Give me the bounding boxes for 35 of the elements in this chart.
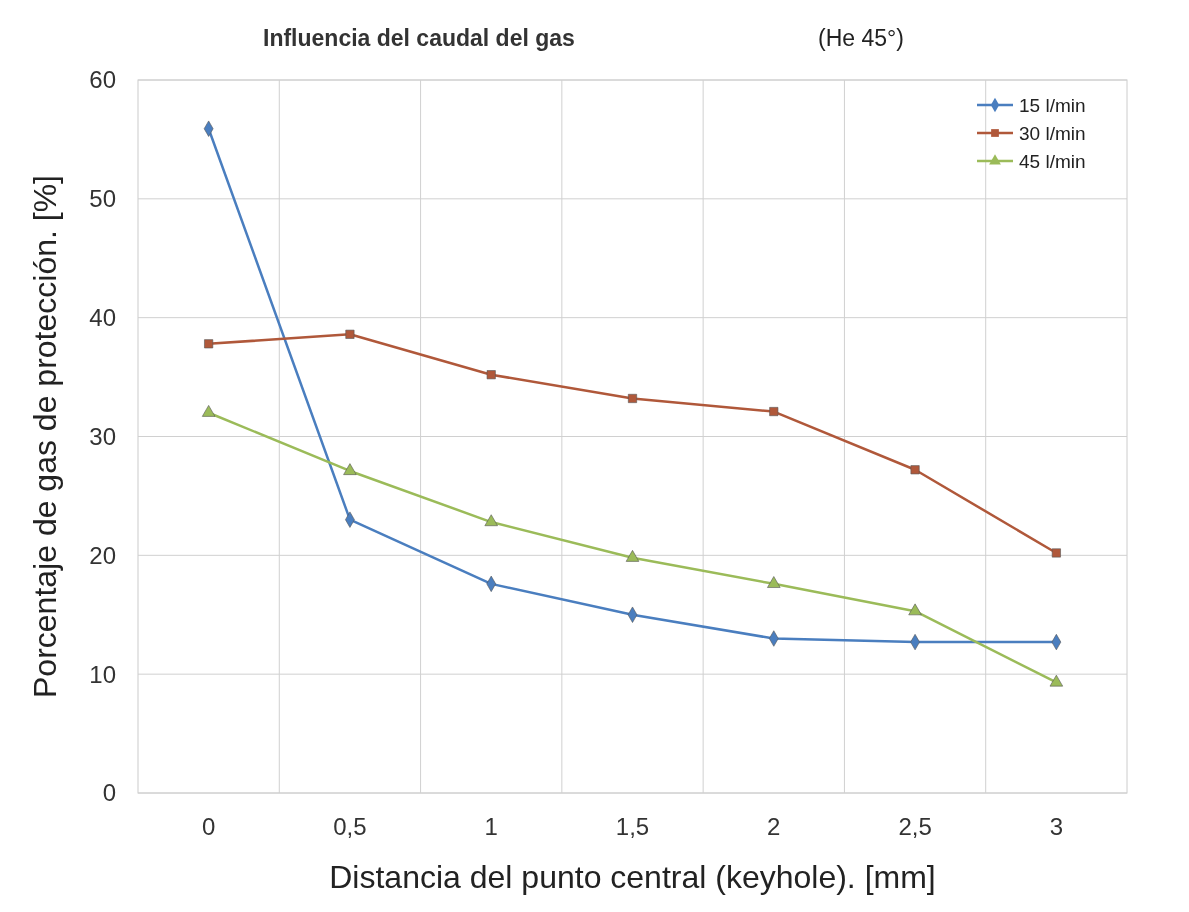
y-tick-label: 60: [89, 66, 116, 94]
point: [201, 405, 216, 417]
y-tick-label: 50: [89, 185, 116, 213]
x-tick-label: 0: [201, 813, 216, 840]
point: [769, 407, 779, 417]
x-axis-title: Distancia del punto central (keyhole). [mm]: [329, 859, 936, 895]
x-tick-label: 2,5: [898, 813, 932, 840]
x-tick-label: 2: [767, 813, 781, 840]
x-tick-label: 0,5: [333, 813, 367, 840]
legend-label: 30 l/min: [1019, 122, 1086, 144]
point: [345, 329, 355, 339]
y-tick-label: 10: [89, 660, 116, 688]
point: [484, 514, 498, 527]
y-tick-label: 30: [89, 422, 116, 450]
legend-label: 45 l/min: [1019, 150, 1086, 172]
point: [1049, 674, 1064, 687]
x-tick-label: 1: [484, 813, 498, 840]
x-tick-label: 3: [1049, 813, 1064, 840]
point: [204, 339, 214, 349]
point: [910, 465, 920, 475]
chart-title: Influencia del caudal del gas: [263, 25, 575, 51]
point: [628, 393, 637, 403]
point: [486, 370, 496, 380]
point: [625, 550, 640, 562]
legend-label: 15 l/min: [1019, 94, 1086, 116]
y-tick-label: 20: [89, 541, 116, 569]
point: [343, 463, 357, 475]
point: [908, 603, 922, 616]
y-axis-title: Porcentaje de gas de protección. [%]: [27, 175, 63, 698]
point: [1051, 548, 1061, 558]
point: [767, 576, 781, 588]
y-tick-label: 40: [89, 304, 116, 332]
y-tick-label: 0: [102, 779, 116, 807]
chart-subtitle: (He 45°): [818, 25, 904, 51]
x-tick-label: 1,5: [615, 813, 650, 840]
